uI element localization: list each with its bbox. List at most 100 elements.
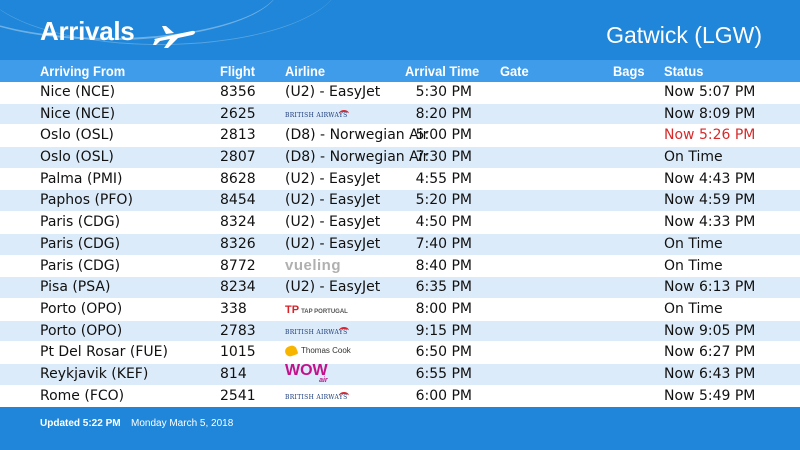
column-airline: Airline [285,63,326,79]
flight-number-cell: 8234 [220,279,256,296]
table-row: Porto (OPO) 338 TP TAP PORTUGAL 8:00 PM On Ti… [0,298,800,321]
table-row: Palma (PMI) 8628 (U2) - EasyJet 4:55 PM Now … [0,168,800,191]
arrival-time-cell: 5:30 PM [415,84,472,100]
airline-cell: (U2) - EasyJet [285,170,381,187]
flight-number-cell: 8772 [220,257,256,274]
flight-number-cell: 1015 [220,344,256,361]
arriving-from-cell: Nice (NCE) [40,105,116,122]
flight-number-cell: 814 [220,365,247,382]
column-gate: Gate [500,63,529,79]
airport-name: Gatwick (LGW) [606,22,762,48]
arrival-time-cell: 6:35 PM [415,279,472,296]
status-cell: Now 5:07 PM [664,84,756,100]
status-cell: Now 4:33 PM [664,214,756,231]
airline-cell: (D8) - Norwegian Air [285,127,429,144]
wow-air-logo: WOW air [285,361,328,384]
table-row: Paris (CDG) 8324 (U2) - EasyJet 4:50 PM Now … [0,212,800,234]
arriving-from-cell: Pt Del Rosar (FUE) [40,344,168,361]
status-cell: Now 6:13 PM [664,279,756,296]
flight-number-cell: 8356 [220,84,256,100]
arrival-time-cell: 8:40 PM [415,257,472,274]
page-title: Arrivals [40,16,135,46]
flight-number-cell: 2541 [220,387,256,404]
flight-number-cell: 338 [220,300,247,317]
updated-time: Updated 5:22 PM [40,418,121,429]
british-airways-logo: BRITISH AIRWAYS [285,391,349,410]
airline-cell: (U2) - EasyJet [285,192,381,209]
arriving-from-cell: Nice (NCE) [40,84,116,100]
table-row: Paris (CDG) 8772 vueling 8:40 PM On Time [0,255,800,278]
flight-number-cell: 2783 [220,322,256,339]
column-status: Status [664,63,704,79]
arrival-time-cell: 8:00 PM [415,300,472,317]
status-cell: Now 6:27 PM [664,344,756,361]
arriving-from-cell: Oslo (OSL) [40,127,114,144]
arrival-time-cell: 6:00 PM [415,387,472,404]
table-row: Pisa (PSA) 8234 (U2) - EasyJet 6:35 PM Now 6… [0,277,800,299]
airplane-icon [153,26,195,48]
arriving-from-cell: Pisa (PSA) [40,279,111,296]
flight-number-cell: 2813 [220,127,256,144]
status-cell: Now 6:43 PM [664,365,756,382]
column-flight: Flight [220,63,256,79]
arrival-time-cell: 7:40 PM [415,235,472,252]
status-cell: On Time [664,300,723,317]
flight-number-cell: 8454 [220,192,256,209]
status-cell: Now 4:43 PM [664,170,756,187]
column-arrival-time: Arrival Time [405,63,480,79]
flight-number-cell: 2625 [220,105,256,122]
arriving-from-cell: Reykjavik (KEF) [40,365,149,382]
table-row: Paphos (PFO) 8454 (U2) - EasyJet 5:20 PM Now… [0,190,800,213]
arrival-time-cell: 4:55 PM [415,170,472,187]
tap-wordmark: TAP PORTUGAL [301,308,348,315]
arriving-from-cell: Porto (OPO) [40,300,123,317]
arrival-time-cell: 6:50 PM [415,344,472,361]
arrival-time-cell: 6:55 PM [415,365,472,382]
airline-cell: (U2) - EasyJet [285,279,381,296]
arriving-from-cell: Oslo (OSL) [40,149,114,166]
board-header: Arrivals Gatwick (LGW) [0,0,800,58]
arriving-from-cell: Palma (PMI) [40,170,123,187]
status-cell: Now 5:26 PM [664,127,756,144]
airline-cell: (U2) - EasyJet [285,235,381,252]
arriving-from-cell: Paris (CDG) [40,257,121,274]
arrival-time-cell: 9:15 PM [415,322,472,339]
column-bags: Bags [613,63,645,79]
current-date: Monday March 5, 2018 [131,418,234,429]
arrival-time-cell: 5:20 PM [415,192,472,209]
arriving-from-cell: Paris (CDG) [40,214,121,231]
table-row: Porto (OPO) 2783 BRITISH AIRWAYS 9:15 PM Now… [0,320,800,345]
airline-cell: (D8) - Norwegian Air [285,149,429,166]
arrival-time-cell: 7:30 PM [415,149,472,166]
arrivals-table: Nice (NCE) 8356 (U2) - EasyJet 5:30 PM Now 5… [0,82,800,410]
table-row: Reykjavik (KEF) 814 WOW air 6:55 PM Now 6:43 … [0,361,800,386]
column-arriving-from: Arriving From [40,63,126,79]
status-cell: Now 5:49 PM [664,387,756,404]
flight-number-cell: 8326 [220,235,256,252]
table-row: Nice (NCE) 8356 (U2) - EasyJet 5:30 PM Now 5… [0,82,800,104]
arrival-time-cell: 4:50 PM [415,214,472,231]
status-cell: On Time [664,257,723,274]
flight-number-cell: 8628 [220,170,256,187]
arriving-from-cell: Paris (CDG) [40,235,121,252]
vueling-logo: vueling [285,256,342,274]
airline-cell: (U2) - EasyJet [285,84,381,100]
thomas-cook-logo: Thomas Cook [285,346,351,362]
british-airways-logo: BRITISH AIRWAYS [285,326,349,345]
arriving-from-cell: Porto (OPO) [40,322,123,339]
tap-portugal-logo: TP TAP PORTUGAL [285,304,348,320]
arrival-time-cell: 5:00 PM [415,127,472,144]
arrival-time-cell: 8:20 PM [415,105,472,122]
tap-mark-icon: TP [285,303,300,316]
table-row: Oslo (OSL) 2807 (D8) - Norwegian Air 7:30 P… [0,147,800,169]
arriving-from-cell: Paphos (PFO) [40,192,133,209]
airline-cell: (U2) - EasyJet [285,214,381,231]
table-row: Paris (CDG) 8326 (U2) - EasyJet 7:40 PM On T… [0,233,800,256]
status-cell: On Time [664,235,723,252]
status-cell: Now 4:59 PM [664,192,756,209]
table-row: Oslo (OSL) 2813 (D8) - Norwegian Air 5:00 P… [0,125,800,148]
table-row: Nice (NCE) 2625 BRITISH AIRWAYS 8:20 PM Now … [0,103,800,126]
column-header-row: Arriving From Flight Airline Arrival Tim… [0,60,800,82]
status-cell: On Time [664,149,723,166]
table-row: Pt Del Rosar (FUE) 1015 Thomas Cook 6:50 PM… [0,342,800,364]
